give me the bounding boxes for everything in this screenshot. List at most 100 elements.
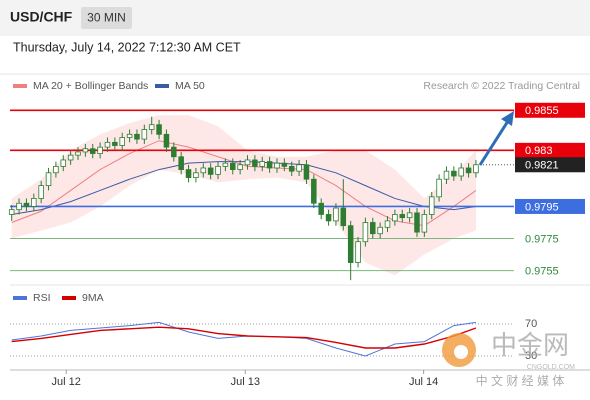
candle-body (119, 137, 125, 146)
candle-body (82, 148, 89, 153)
candle-body (465, 167, 472, 174)
candle-body (31, 198, 37, 207)
candle-body (97, 146, 103, 154)
candle-body (414, 212, 420, 233)
candle-body (53, 165, 59, 174)
candle-body (325, 214, 332, 222)
candle-body (200, 167, 207, 174)
candle-body (399, 214, 406, 219)
y-tick-label: 70 (525, 318, 537, 330)
last-price-label: 0.9821 (525, 160, 559, 172)
x-tick-label: Jul 14 (409, 376, 438, 388)
candle-body (148, 124, 155, 130)
candle-body (156, 124, 162, 135)
candle-body (171, 146, 177, 158)
candle-body (421, 214, 428, 233)
candle-body (392, 214, 398, 222)
candle-body (473, 164, 479, 174)
candle-body (384, 220, 391, 228)
candle-body (458, 167, 464, 177)
candle-body (104, 141, 111, 148)
candle-body (23, 202, 30, 207)
candle-body (318, 202, 324, 215)
candle-body (281, 162, 288, 167)
level-label: 0.9755 (525, 265, 559, 277)
candle-body (311, 178, 317, 204)
candle-body (288, 165, 295, 172)
candle-body (340, 207, 347, 227)
level-label-box (515, 102, 585, 118)
candle-body (333, 207, 339, 222)
watermark-domain: CNGOLD.COM (527, 364, 575, 371)
candle-body (347, 225, 354, 263)
candle-body (237, 164, 243, 170)
candle-body (451, 170, 457, 177)
candle-body (215, 165, 221, 175)
credit: Research © 2022 Trading Central (423, 80, 580, 92)
interval[interactable]: 30 MIN (87, 11, 126, 25)
datetime: Thursday, July 14, 2022 7:12:30 AM CET (13, 40, 241, 54)
symbol: USD/CHF (10, 9, 73, 25)
candle-body (193, 172, 199, 178)
candle-body (141, 129, 148, 140)
watermark-logo (454, 345, 468, 359)
candle-body (75, 151, 81, 156)
watermark-tagline: 中 文 财 经 媒 体 (476, 373, 565, 388)
candle-body (222, 162, 229, 167)
candle-body (8, 209, 15, 215)
candle-body (126, 133, 133, 138)
interval-button[interactable] (81, 7, 132, 29)
candle-body (16, 202, 22, 211)
candle-body (178, 156, 184, 170)
candle-body (370, 222, 376, 235)
rsi-line (11, 326, 477, 349)
candle-body (45, 172, 52, 187)
level-label-box (515, 198, 585, 214)
candle-body (67, 154, 74, 161)
watermark: 中金网 CNGOLD.COM 中 文 财 经 媒 体 (442, 330, 575, 388)
forecast-arrow (478, 120, 510, 166)
candle-body (60, 159, 67, 167)
y-tick-label: 30 (525, 350, 537, 362)
candle-body (436, 178, 442, 198)
level-label: 0.983 (525, 145, 553, 157)
legend-label: MA 20 + Bollinger Bands (33, 80, 148, 92)
legend-label: MA 50 (175, 80, 205, 92)
level-label: 0.9795 (525, 201, 559, 213)
candle-body (185, 169, 192, 178)
candle-body (230, 162, 236, 170)
candle-body (377, 226, 383, 235)
x-tick-label: Jul 13 (231, 376, 260, 388)
candle-body (266, 161, 273, 169)
candle-body (428, 196, 435, 215)
candle-body (303, 164, 310, 180)
candle-body (38, 185, 44, 199)
level-label-box (515, 142, 585, 158)
candle-body (355, 241, 361, 263)
level-label: 0.9855 (525, 105, 559, 117)
candle-body (163, 133, 170, 148)
candle-body (112, 141, 118, 146)
candle-body (259, 161, 265, 167)
candle-body (207, 167, 214, 175)
candle-body (274, 162, 280, 169)
candle-body (134, 133, 140, 140)
candle-body (362, 222, 369, 243)
candle-body (406, 212, 413, 219)
legend-label: 9MA (82, 292, 104, 304)
candle-body (296, 164, 302, 172)
bollinger-band (11, 115, 476, 276)
last-price-box (515, 157, 585, 173)
candle-body (443, 170, 450, 180)
candle-body (89, 148, 96, 154)
forecast-arrow-head (501, 111, 514, 126)
candle-body (252, 159, 258, 167)
x-tick-label: Jul 12 (52, 376, 81, 388)
candle-body (244, 159, 251, 166)
level-label: 0.9775 (525, 233, 559, 245)
watermark-name: 中金网 (491, 330, 569, 360)
legend-label: RSI (33, 292, 51, 304)
rsi-line (11, 321, 477, 357)
